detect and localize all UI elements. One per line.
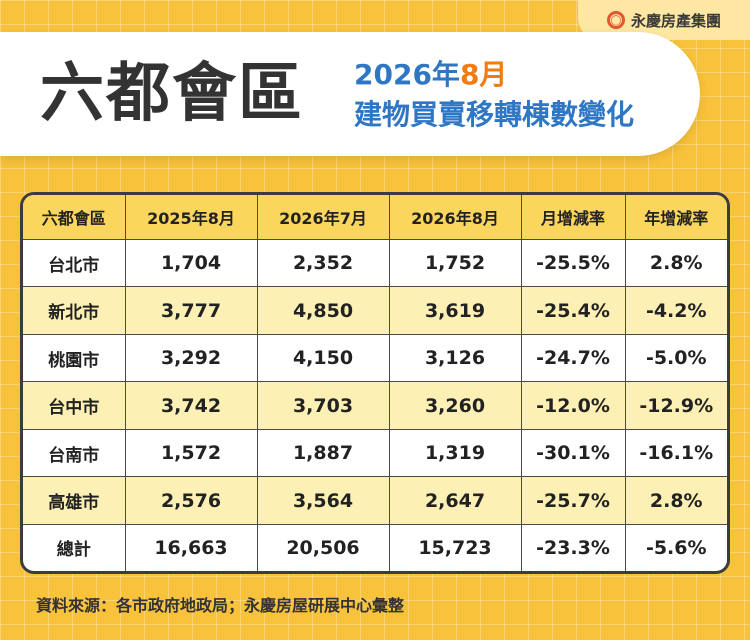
value-cell: -25.4% <box>520 286 626 335</box>
column-header: 2025年8月 <box>124 195 258 240</box>
column-header: 六都會區 <box>23 195 126 240</box>
city-cell: 新北市 <box>23 286 126 335</box>
value-cell: 3,619 <box>388 286 522 335</box>
statistics-table-container: 六都會區 2025年8月 2026年7月 2026年8月 月增減率 年增減率 台北市 1,7… <box>20 192 730 574</box>
value-cell: 1,704 <box>124 238 258 288</box>
value-cell: -5.6% <box>624 523 727 571</box>
city-cell: 桃園市 <box>23 333 126 383</box>
value-cell: 3,126 <box>388 333 522 383</box>
value-cell: -25.7% <box>520 476 626 525</box>
column-header: 2026年7月 <box>256 195 390 240</box>
value-cell: -23.3% <box>520 523 626 571</box>
subtitle-month: 8月 <box>459 58 508 91</box>
table-row: 新北市 3,777 4,850 3,619 -25.4% -4.2% <box>23 286 727 335</box>
value-cell: 1,572 <box>124 428 258 478</box>
value-cell: 1,319 <box>388 428 522 478</box>
column-header: 2026年8月 <box>388 195 522 240</box>
source-note: 資料來源：各市政府地政局；永慶房屋研展中心彙整 <box>36 596 405 615</box>
value-cell: -30.1% <box>520 428 626 478</box>
city-cell: 高雄市 <box>23 476 126 525</box>
table-row: 台南市 1,572 1,887 1,319 -30.1% -16.1% <box>23 428 727 478</box>
value-cell: 4,850 <box>256 286 390 335</box>
city-cell: 總計 <box>23 523 126 571</box>
column-header: 月增減率 <box>520 195 626 240</box>
subtitle-year: 2026年 <box>354 58 460 91</box>
column-header: 年增減率 <box>624 195 727 240</box>
title-banner: 六都會區 2026年8月 建物買賣移轉棟數變化 <box>0 32 700 156</box>
table-row: 總計 16,663 20,506 15,723 -23.3% -5.6% <box>23 523 727 571</box>
table-body: 台北市 1,704 2,352 1,752 -25.5% 2.8% 新北市 3,777 4,85… <box>23 238 727 571</box>
value-cell: 1,887 <box>256 428 390 478</box>
value-cell: 2.8% <box>624 476 727 525</box>
table-header-row: 六都會區 2025年8月 2026年7月 2026年8月 月增減率 年增減率 <box>23 195 727 240</box>
subtitle-date: 2026年8月 <box>354 58 507 92</box>
value-cell: 15,723 <box>388 523 522 571</box>
value-cell: -4.2% <box>624 286 727 335</box>
value-cell: 2,647 <box>388 476 522 525</box>
value-cell: 16,663 <box>124 523 258 571</box>
value-cell: 2,576 <box>124 476 258 525</box>
value-cell: 3,777 <box>124 286 258 335</box>
subtitle-topic: 建物買賣移轉棟數變化 <box>354 98 635 131</box>
table-row: 桃園市 3,292 4,150 3,126 -24.7% -5.0% <box>23 333 727 383</box>
table-row: 台中市 3,742 3,703 3,260 -12.0% -12.9% <box>23 381 727 430</box>
page-title: 六都會區 <box>40 57 304 131</box>
value-cell: 4,150 <box>256 333 390 383</box>
value-cell: -12.0% <box>520 381 626 430</box>
city-cell: 台北市 <box>23 238 126 288</box>
value-cell: 2,352 <box>256 238 390 288</box>
table-row: 台北市 1,704 2,352 1,752 -25.5% 2.8% <box>23 238 727 288</box>
value-cell: 3,292 <box>124 333 258 383</box>
brand-name: 永慶房產集團 <box>630 11 721 30</box>
value-cell: -16.1% <box>624 428 727 478</box>
value-cell: -5.0% <box>624 333 727 383</box>
city-cell: 台中市 <box>23 381 126 430</box>
value-cell: -25.5% <box>520 238 626 288</box>
city-cell: 台南市 <box>23 428 126 478</box>
table-row: 高雄市 2,576 3,564 2,647 -25.7% 2.8% <box>23 476 727 525</box>
value-cell: 20,506 <box>256 523 390 571</box>
value-cell: 3,260 <box>388 381 522 430</box>
value-cell: 3,564 <box>256 476 390 525</box>
value-cell: 3,742 <box>124 381 258 430</box>
value-cell: -24.7% <box>520 333 626 383</box>
yongqing-logo-icon: ◯ <box>606 11 625 29</box>
statistics-table: 六都會區 2025年8月 2026年7月 2026年8月 月增減率 年增減率 台北市 1,7… <box>23 195 727 571</box>
value-cell: 1,752 <box>388 238 522 288</box>
value-cell: -12.9% <box>624 381 727 430</box>
value-cell: 2.8% <box>624 238 727 288</box>
value-cell: 3,703 <box>256 381 390 430</box>
